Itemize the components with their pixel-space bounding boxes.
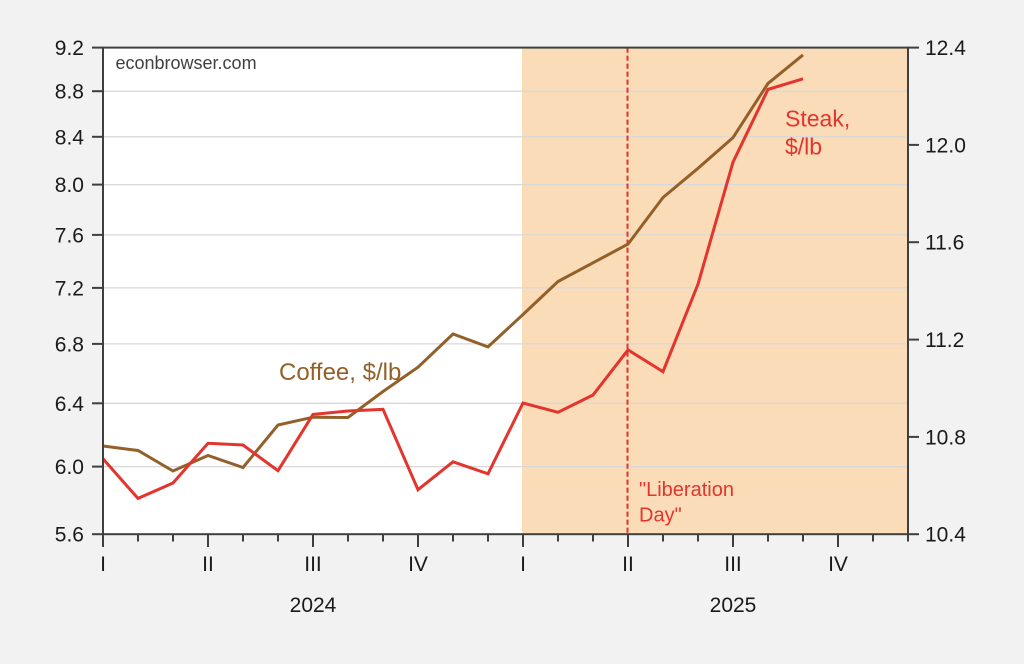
svg-text:6.8: 6.8 [55,333,84,356]
svg-text:8.0: 8.0 [55,174,84,197]
svg-text:12.4: 12.4 [925,37,966,60]
svg-text:2025: 2025 [710,594,757,617]
svg-text:II: II [622,553,634,576]
svg-text:I: I [100,553,106,576]
svg-text:6.0: 6.0 [55,456,84,479]
svg-text:5.6: 5.6 [55,524,84,547]
svg-text:"Liberation: "Liberation [639,479,734,501]
svg-text:Steak,: Steak, [785,106,850,132]
svg-text:8.4: 8.4 [55,126,85,149]
svg-text:12.0: 12.0 [925,134,966,157]
svg-text:I: I [520,553,526,576]
svg-text:11.2: 11.2 [925,329,964,352]
svg-text:6.4: 6.4 [55,393,85,416]
svg-text:III: III [304,553,322,576]
svg-text:10.4: 10.4 [925,524,966,547]
svg-text:II: II [202,553,214,576]
svg-text:2024: 2024 [290,594,337,617]
svg-text:$/lb: $/lb [785,134,822,160]
svg-text:8.8: 8.8 [55,81,84,104]
svg-text:IV: IV [408,553,428,576]
svg-text:10.8: 10.8 [925,426,966,449]
svg-text:7.2: 7.2 [55,277,84,300]
svg-text:7.6: 7.6 [55,224,84,247]
svg-text:Day": Day" [639,505,682,527]
svg-text:econbrowser.com: econbrowser.com [116,53,257,73]
svg-text:IV: IV [828,553,848,576]
svg-text:Coffee, $/lb: Coffee, $/lb [279,359,401,386]
svg-text:9.2: 9.2 [55,37,84,60]
svg-text:11.6: 11.6 [925,232,964,255]
svg-text:III: III [724,553,742,576]
